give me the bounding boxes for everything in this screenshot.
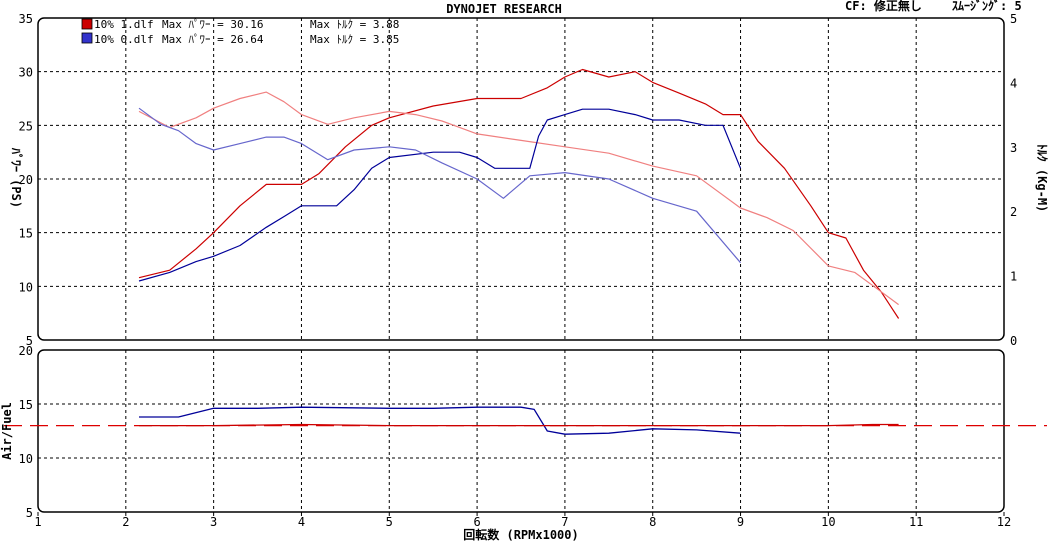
air-fuel-series <box>139 406 899 435</box>
torque-tick-label: 1 <box>1010 270 1017 284</box>
rpm-tick-label: 4 <box>298 515 305 529</box>
torque-tick-label: 4 <box>1010 76 1017 90</box>
power-axis-label: ﾊﾟﾜｰ (PS) <box>9 147 24 208</box>
legend-max-power-run2: Max ﾊﾟﾜｰ = 26.64 <box>162 33 264 46</box>
legend-max-power-run1: Max ﾊﾟﾜｰ = 30.16 <box>162 18 263 31</box>
rpm-tick-label: 3 <box>210 515 217 529</box>
torque-tick-label: 2 <box>1010 205 1017 219</box>
series-torque-run2 <box>138 107 741 264</box>
torque-tick-label: 5 <box>1010 12 1017 26</box>
torque-tick-label: 0 <box>1010 334 1017 348</box>
air-fuel-axis-label: Air/Fuel <box>0 402 14 460</box>
torque-axis-label: ﾄﾙｸ (Kg-M) <box>1035 144 1049 213</box>
power-torque-panel: 5 10 15 20 25 30 35 0 1 2 3 4 5 10% 1.dlf Max ﾊﾟﾜｰ =… <box>9 12 1049 348</box>
torque-tick-label: 3 <box>1010 141 1017 155</box>
power-tick-label: 15 <box>19 227 33 241</box>
air-fuel-frame <box>37 349 1005 513</box>
chart-title: DYNOJET RESEARCH <box>446 2 562 16</box>
power-torque-ticks: 5 10 15 20 25 30 35 0 1 2 3 4 5 <box>19 12 1018 348</box>
power-torque-series <box>138 68 900 319</box>
rpm-tick-label: 8 <box>649 515 656 529</box>
power-tick-label: 30 <box>19 66 33 80</box>
legend-swatch-run1 <box>81 18 93 30</box>
rpm-axis-label: 回転数 (RPMx1000) <box>463 527 578 542</box>
rpm-tick-label: 2 <box>122 515 129 529</box>
rpm-tick-label: 6 <box>473 515 480 529</box>
legend-max-torque-run2: Max ﾄﾙｸ = 3.85 <box>310 33 399 46</box>
power-torque-grid <box>38 18 1004 340</box>
afr-tick-label: 10 <box>19 452 33 466</box>
air-fuel-panel: 5 10 15 20 Air/Fuel <box>0 344 1047 520</box>
afr-tick-label: 5 <box>26 506 33 520</box>
series-power-run2 <box>138 108 742 282</box>
legend-file-run1: 10% 1.dlf <box>94 18 154 31</box>
rpm-tick-label: 7 <box>561 515 568 529</box>
series-afr-run2 <box>139 406 741 435</box>
legend-swatch-run2 <box>81 32 93 44</box>
air-fuel-ticks: 5 10 15 20 <box>19 344 33 520</box>
rpm-tick-label: 5 <box>386 515 393 529</box>
series-power-run1 <box>138 68 900 319</box>
air-fuel-grid <box>38 350 1004 512</box>
power-tick-label: 5 <box>26 334 33 348</box>
rpm-tick-label: 9 <box>737 515 744 529</box>
series-afr-run1 <box>139 423 899 427</box>
rpm-tick-label: 11 <box>909 515 923 529</box>
smoothing-setting: ｽﾑｰｼﾞﾝｸﾞ: 5 <box>952 0 1022 13</box>
power-tick-label: 25 <box>19 119 33 133</box>
power-tick-label: 35 <box>19 12 33 26</box>
rpm-axis-ticks: 1 2 3 4 5 6 7 8 9 10 11 12 <box>34 512 1011 529</box>
afr-tick-label: 15 <box>19 398 33 412</box>
legend: 10% 1.dlf Max ﾊﾟﾜｰ = 30.16 Max ﾄﾙｸ = 3.8… <box>81 18 399 46</box>
legend-file-run2: 10% 0.dlf <box>94 33 154 46</box>
rpm-tick-label: 12 <box>997 515 1011 529</box>
rpm-tick-label: 10 <box>821 515 835 529</box>
afr-tick-label: 20 <box>19 344 33 358</box>
rpm-tick-label: 1 <box>34 515 41 529</box>
power-tick-label: 10 <box>19 280 33 294</box>
series-torque-run1 <box>138 91 899 306</box>
legend-max-torque-run1: Max ﾄﾙｸ = 3.88 <box>310 18 399 31</box>
correction-factor: CF: 修正無し <box>845 0 922 13</box>
power-tick-label: 20 <box>19 173 33 187</box>
